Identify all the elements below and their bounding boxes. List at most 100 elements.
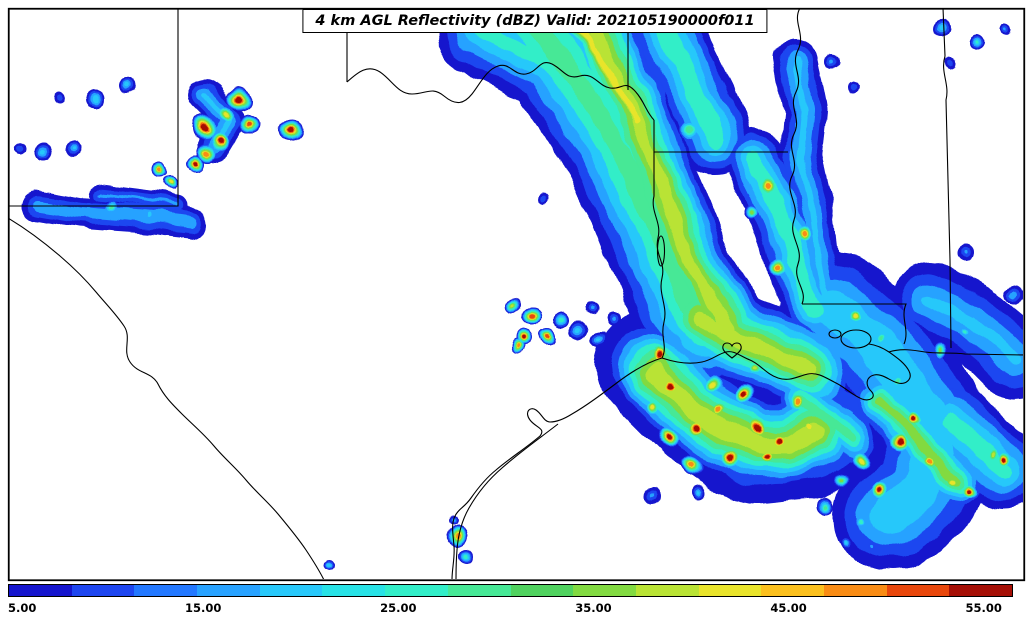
storm-cell (669, 382, 675, 388)
storm-cell (247, 119, 253, 125)
state-border-path (346, 62, 655, 121)
storm-cell (875, 489, 881, 495)
echo-band (796, 396, 859, 444)
storm-cell (898, 378, 902, 382)
colorbar-tick-label: 45.00 (770, 601, 807, 615)
state-border-path (789, 9, 804, 305)
storm-cell (91, 94, 99, 102)
storm-cell (775, 437, 781, 443)
storm-cell (547, 334, 551, 338)
echo-band (791, 56, 832, 304)
state-border-path (652, 152, 666, 359)
colorbar-tick-label: 25.00 (380, 601, 417, 615)
colorbar-segment (886, 585, 950, 596)
storm-cell (686, 126, 694, 134)
storm-cell (878, 338, 882, 342)
storm-cell (765, 182, 771, 188)
state-border-path (888, 349, 1023, 356)
storm-cell (54, 94, 62, 102)
storm-cell (125, 83, 131, 89)
storm-cell (202, 124, 210, 132)
storm-cell (691, 421, 699, 429)
colorbar-tick-label: 55.00 (965, 601, 1002, 615)
storm-cell (1003, 456, 1007, 460)
storm-cell (217, 139, 223, 145)
echo-band (650, 10, 725, 150)
storm-cell (145, 212, 151, 218)
echo-band (98, 193, 177, 207)
storm-cell (157, 167, 163, 173)
storm-cell (963, 328, 967, 332)
storm-cell (506, 45, 510, 49)
storm-cell (559, 317, 565, 323)
storm-cell (598, 336, 602, 340)
storm-cell (750, 366, 754, 370)
storm-cell (795, 399, 801, 405)
storm-cell (897, 439, 903, 445)
state-border-path (802, 303, 907, 345)
map-frame (7, 7, 1026, 582)
storm-cell (577, 326, 583, 332)
colorbar-segment (823, 585, 887, 596)
colorbar-tick-label: 35.00 (575, 601, 612, 615)
storm-cell (518, 346, 522, 350)
colorbar-segment (949, 585, 1012, 596)
storm-cell (647, 495, 653, 501)
echo-band (579, 9, 736, 336)
colorbar-segment (134, 585, 198, 596)
echo-band (646, 361, 824, 454)
storm-cell (168, 181, 172, 185)
colorbar-segment (761, 585, 824, 596)
storm-cell (927, 459, 933, 465)
storm-cell (857, 457, 863, 463)
storm-cell (912, 417, 918, 423)
state-border-path (9, 9, 179, 207)
storm-cell (655, 352, 661, 358)
storm-cell (204, 149, 210, 155)
storm-cell (288, 128, 294, 134)
radar-echoes (16, 9, 1023, 573)
colorbar-tick-label: 5.00 (8, 601, 37, 615)
state-border-path (451, 357, 663, 579)
storm-cell (755, 425, 761, 431)
storm-cell (749, 207, 755, 213)
echo-band (815, 290, 955, 535)
state-border-path (455, 423, 559, 579)
storm-cell (540, 195, 546, 201)
storm-cell (859, 517, 865, 523)
storm-cell (665, 435, 671, 441)
storm-cell (852, 315, 858, 321)
storm-cell (698, 490, 702, 494)
storm-cell (937, 27, 943, 33)
storm-cell (807, 422, 813, 428)
colorbar-segment (573, 585, 636, 596)
storm-cell (709, 379, 715, 385)
storm-cell (463, 553, 469, 559)
storm-cell (938, 348, 942, 352)
storm-cell (18, 146, 26, 154)
echo-band (511, 9, 714, 339)
colorbar-segment (197, 585, 260, 596)
echo-band (924, 294, 1021, 366)
storm-cell (108, 206, 112, 210)
storm-cell (870, 546, 874, 550)
storm-cell (194, 160, 198, 164)
storm-cell (946, 58, 954, 66)
storm-cell (714, 404, 722, 412)
storm-cell (966, 486, 970, 490)
heart-lake (722, 342, 742, 359)
colorbar-segment (71, 585, 135, 596)
colorbar-tick-labels: 5.00 15.00 25.00 35.00 45.00 55.00 (0, 601, 1033, 619)
state-border-path (661, 343, 911, 401)
storm-cell (727, 455, 733, 461)
storm-cell (1011, 291, 1019, 299)
storm-cell (237, 95, 243, 101)
storm-cell (689, 462, 695, 468)
storm-cell (765, 455, 771, 461)
storm-cell (513, 303, 517, 307)
colorbar (8, 584, 1013, 597)
colorbar-segment (259, 585, 323, 596)
state-border-path (9, 217, 325, 579)
storm-cell (42, 149, 48, 155)
